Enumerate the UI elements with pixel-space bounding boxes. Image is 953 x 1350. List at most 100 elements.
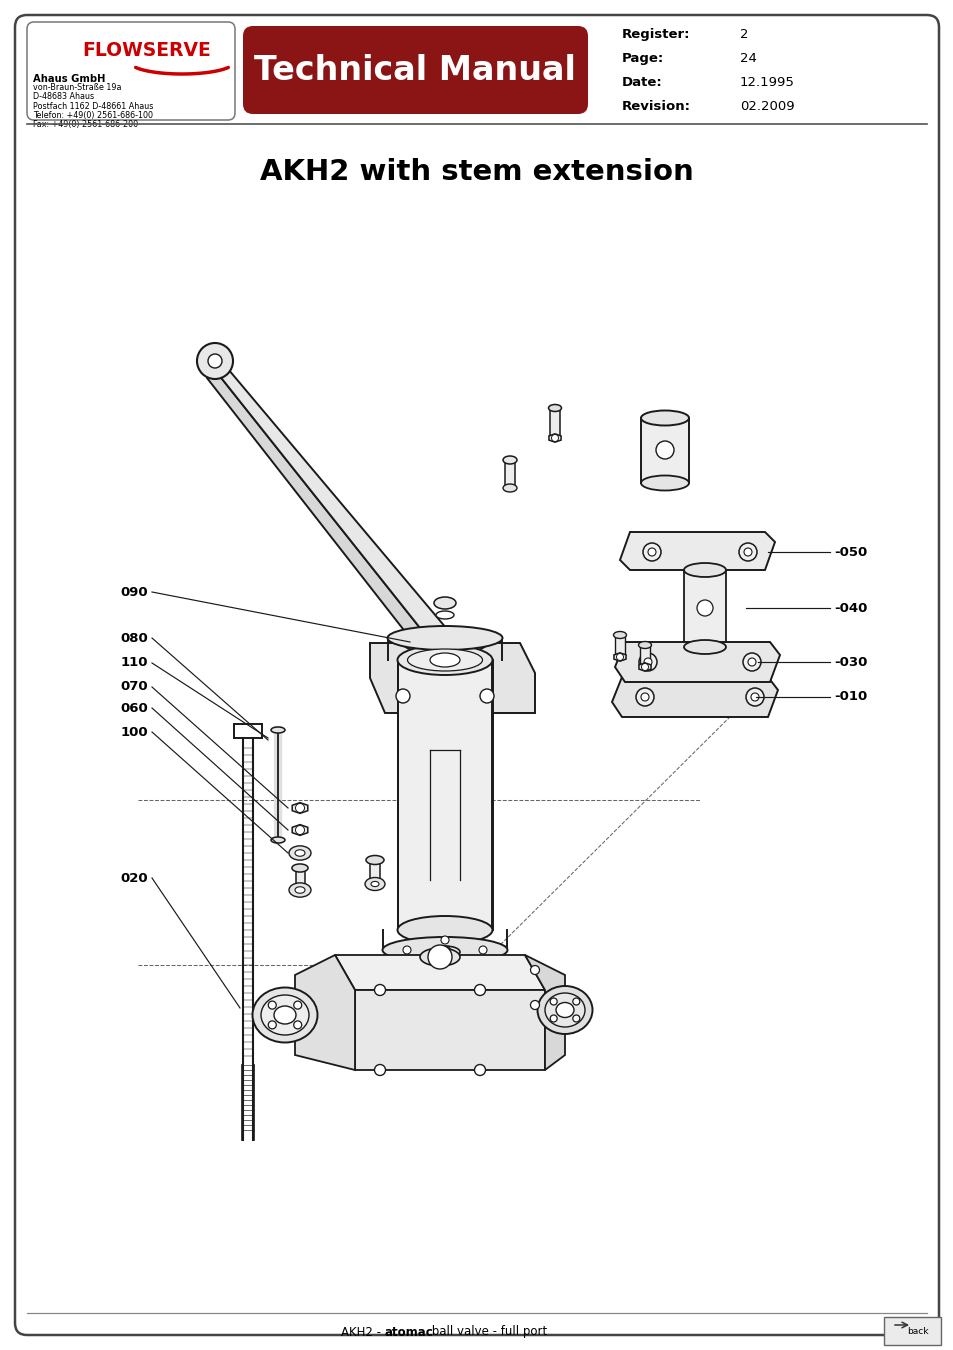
Circle shape	[438, 946, 451, 958]
Circle shape	[640, 693, 648, 701]
Polygon shape	[370, 643, 535, 713]
Ellipse shape	[271, 837, 285, 842]
Ellipse shape	[548, 405, 561, 412]
Circle shape	[647, 548, 656, 556]
Text: von-Braun-Straße 19a: von-Braun-Straße 19a	[33, 84, 121, 92]
Ellipse shape	[613, 632, 626, 639]
Text: 02.2009: 02.2009	[740, 100, 794, 113]
Circle shape	[739, 543, 757, 562]
Circle shape	[572, 1015, 579, 1022]
Ellipse shape	[271, 728, 285, 733]
Text: ball valve - full port: ball valve - full port	[428, 1326, 547, 1338]
Text: back: back	[906, 1327, 928, 1335]
Text: 2: 2	[740, 28, 748, 40]
Ellipse shape	[365, 878, 385, 891]
Text: Page:: Page:	[621, 53, 663, 65]
Circle shape	[294, 1002, 301, 1008]
Ellipse shape	[294, 886, 305, 891]
Text: Telefon: +49(0) 2561-686-100: Telefon: +49(0) 2561-686-100	[33, 111, 152, 120]
Ellipse shape	[537, 986, 592, 1034]
Ellipse shape	[292, 864, 308, 872]
Ellipse shape	[387, 626, 502, 649]
Text: -030: -030	[833, 656, 866, 668]
Bar	[883, 1318, 940, 1345]
FancyBboxPatch shape	[243, 26, 587, 113]
Circle shape	[375, 984, 385, 995]
Text: 090: 090	[120, 586, 148, 598]
Text: 020: 020	[120, 872, 148, 884]
Circle shape	[478, 946, 486, 954]
Circle shape	[530, 1000, 539, 1010]
Ellipse shape	[638, 641, 651, 648]
Circle shape	[745, 688, 763, 706]
Circle shape	[750, 693, 759, 701]
Circle shape	[294, 1021, 301, 1029]
Bar	[683, 570, 725, 647]
Text: 12.1995: 12.1995	[740, 76, 794, 89]
Text: Technical Manual: Technical Manual	[253, 54, 576, 86]
Circle shape	[208, 354, 222, 369]
Ellipse shape	[371, 882, 378, 887]
FancyBboxPatch shape	[27, 22, 234, 120]
Circle shape	[742, 653, 760, 671]
Bar	[615, 634, 624, 655]
Bar	[504, 460, 515, 487]
Ellipse shape	[289, 846, 311, 860]
Ellipse shape	[369, 879, 380, 886]
FancyBboxPatch shape	[15, 15, 938, 1335]
Circle shape	[196, 343, 233, 379]
Polygon shape	[548, 433, 560, 443]
Bar	[397, 660, 493, 930]
Circle shape	[268, 1002, 276, 1008]
Text: AKH2 -: AKH2 -	[341, 1326, 385, 1338]
Ellipse shape	[544, 994, 584, 1027]
Polygon shape	[612, 676, 778, 717]
Circle shape	[550, 998, 557, 1004]
Ellipse shape	[502, 485, 517, 491]
Text: Revision:: Revision:	[621, 100, 690, 113]
Circle shape	[656, 441, 673, 459]
Text: AKH2 with stem extension: AKH2 with stem extension	[260, 158, 693, 186]
Circle shape	[479, 688, 494, 703]
Text: FLOWSERVE: FLOWSERVE	[82, 40, 211, 59]
Text: Postfach 1162 D-48661 Ahaus: Postfach 1162 D-48661 Ahaus	[33, 101, 153, 111]
Ellipse shape	[294, 849, 305, 856]
Ellipse shape	[640, 475, 688, 490]
Ellipse shape	[397, 645, 492, 675]
Bar	[550, 408, 559, 436]
Ellipse shape	[407, 649, 482, 671]
Circle shape	[743, 548, 751, 556]
Circle shape	[639, 653, 657, 671]
Ellipse shape	[683, 563, 725, 576]
Ellipse shape	[274, 1006, 295, 1025]
Polygon shape	[639, 663, 650, 671]
Circle shape	[550, 1015, 557, 1022]
Ellipse shape	[366, 856, 384, 864]
Ellipse shape	[434, 597, 456, 609]
Text: D-48683 Ahaus: D-48683 Ahaus	[33, 92, 94, 101]
Polygon shape	[292, 825, 308, 836]
Circle shape	[375, 1065, 385, 1076]
Ellipse shape	[683, 640, 725, 653]
Polygon shape	[615, 643, 780, 682]
Text: 080: 080	[120, 632, 148, 644]
Ellipse shape	[417, 636, 472, 651]
Circle shape	[474, 1065, 485, 1076]
Circle shape	[428, 945, 452, 969]
Polygon shape	[292, 803, 308, 814]
Circle shape	[440, 936, 449, 944]
Ellipse shape	[436, 612, 454, 620]
Text: 070: 070	[120, 680, 148, 694]
Circle shape	[402, 946, 411, 954]
Circle shape	[395, 688, 410, 703]
Text: Ahaus GmbH: Ahaus GmbH	[33, 74, 105, 84]
Circle shape	[616, 653, 623, 660]
Text: 100: 100	[120, 725, 148, 738]
Text: Date:: Date:	[621, 76, 662, 89]
Polygon shape	[207, 360, 428, 662]
Polygon shape	[619, 532, 774, 570]
Ellipse shape	[261, 995, 309, 1035]
Ellipse shape	[294, 887, 305, 894]
Circle shape	[572, 998, 579, 1004]
Polygon shape	[294, 954, 355, 1071]
